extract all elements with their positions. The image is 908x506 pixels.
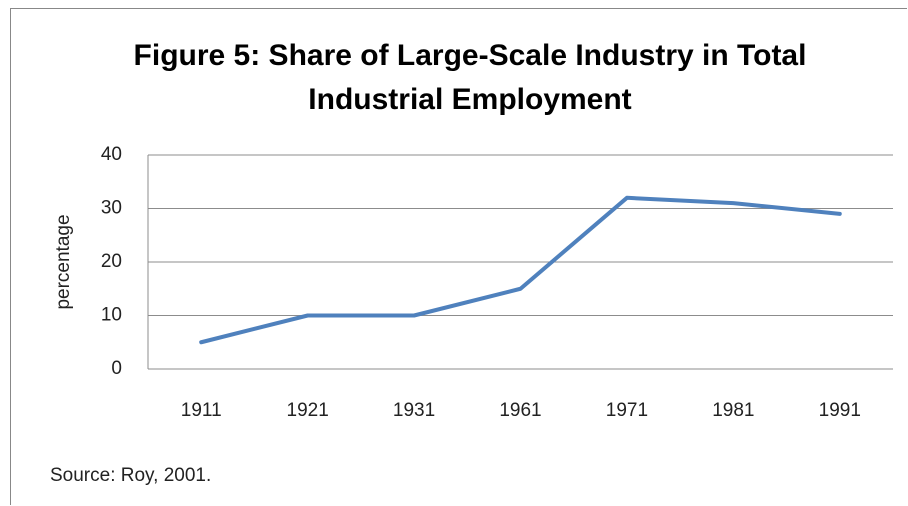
- y-tick-label: 20: [101, 251, 122, 272]
- x-tick-label: 1921: [287, 400, 329, 421]
- x-tick-label: 1991: [819, 400, 861, 421]
- x-tick-label: 1961: [499, 400, 541, 421]
- y-tick-label: 0: [111, 358, 122, 379]
- y-tick-label: 10: [101, 305, 122, 326]
- y-tick-label: 40: [101, 144, 122, 165]
- x-tick-label: 1911: [181, 400, 222, 421]
- frame: [10, 8, 907, 505]
- x-tick-label: 1931: [393, 400, 435, 421]
- line: [199, 195, 842, 345]
- x-tick-label: 1971: [606, 400, 648, 421]
- y-axis-label: percentage: [53, 214, 74, 309]
- source-note: Source: Roy, 2001.: [50, 465, 212, 486]
- y-tick-label: 30: [101, 198, 122, 219]
- x-tick-label: 1981: [712, 400, 754, 421]
- chart-title: Figure 5: Share of Large-Scale Industry …: [133, 39, 807, 116]
